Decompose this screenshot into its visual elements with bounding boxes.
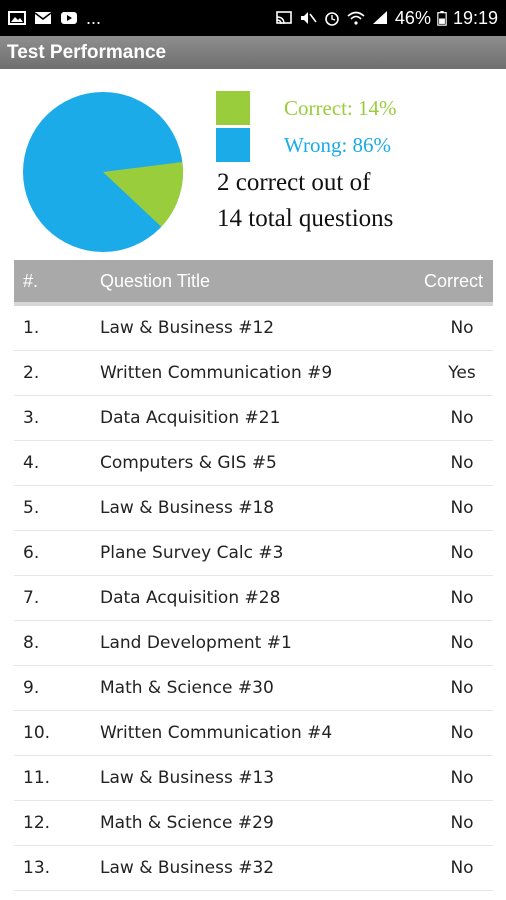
row-question-title: Math & Science #30 <box>100 678 274 698</box>
mail-icon <box>34 12 52 24</box>
table-row[interactable]: 3. Data Acquisition #21 No <box>14 396 493 441</box>
row-question-title: Written Communication #9 <box>100 363 333 383</box>
row-question-title: Law & Business #18 <box>100 498 275 518</box>
battery-icon <box>437 10 447 26</box>
row-number: 10. <box>23 723 51 743</box>
row-number: 9. <box>23 678 40 698</box>
status-bar: ... 46% 19:19 <box>0 0 506 36</box>
cast-icon <box>276 11 292 25</box>
table-row[interactable]: 11. Law & Business #13 No <box>14 756 493 801</box>
row-number: 5. <box>23 498 40 518</box>
results-table: #. Question Title Correct 1. Law & Busine… <box>14 260 493 891</box>
row-number: 12. <box>23 813 51 833</box>
signal-icon <box>372 11 387 24</box>
legend-label-wrong: Wrong: 86% <box>284 132 392 157</box>
table-row[interactable]: 8. Land Development #1 No <box>14 621 493 666</box>
table-row[interactable]: 2. Written Communication #9 Yes <box>14 351 493 396</box>
row-correct-value: No <box>450 813 474 833</box>
app-title-bar: Test Performance <box>0 36 506 69</box>
row-number: 8. <box>23 633 40 653</box>
header-question-title: Question Title <box>100 270 211 291</box>
row-question-title: Law & Business #12 <box>100 318 275 338</box>
page-title: Test Performance <box>7 41 167 63</box>
summary-section: Correct: 14% Wrong: 86% 2 correct out of… <box>0 69 506 259</box>
row-number: 6. <box>23 543 40 563</box>
legend-wrong: Wrong: 86% <box>216 128 391 162</box>
table-row[interactable]: 10. Written Communication #4 No <box>14 711 493 756</box>
row-correct-value: No <box>450 633 474 653</box>
row-number: 1. <box>23 318 40 338</box>
row-question-title: Law & Business #13 <box>100 768 275 788</box>
row-correct-value: No <box>450 318 474 338</box>
table-body: 1. Law & Business #12 No 2. Written Communic… <box>14 306 493 891</box>
table-row[interactable]: 12. Math & Science #29 No <box>14 801 493 846</box>
row-correct-value: No <box>450 678 474 698</box>
battery-percent: 46% <box>394 7 431 28</box>
table-row[interactable]: 5. Law & Business #18 No <box>14 486 493 531</box>
legend-label-correct: Correct: 14% <box>284 95 397 120</box>
table-row[interactable]: 9. Math & Science #30 No <box>14 666 493 711</box>
clock: 19:19 <box>452 7 498 28</box>
row-correct-value: No <box>450 408 474 428</box>
row-correct-value: No <box>450 588 474 608</box>
row-correct-value: No <box>450 723 474 743</box>
row-correct-value: Yes <box>448 363 476 383</box>
row-question-title: Plane Survey Calc #3 <box>100 543 284 563</box>
table-row[interactable]: 7. Data Acquisition #28 No <box>14 576 493 621</box>
legend-swatch-wrong <box>216 128 250 162</box>
results-pie-chart <box>23 92 183 252</box>
row-correct-value: No <box>450 498 474 518</box>
row-question-title: Land Development #1 <box>100 633 292 653</box>
youtube-icon <box>61 12 77 24</box>
row-number: 7. <box>23 588 40 608</box>
more-notifications-indicator: ... <box>86 8 102 28</box>
row-number: 2. <box>23 363 40 383</box>
row-correct-value: No <box>450 543 474 563</box>
summary-line-1: 2 correct out of <box>217 169 371 196</box>
row-number: 4. <box>23 453 40 473</box>
row-question-title: Math & Science #29 <box>100 813 274 833</box>
row-question-title: Law & Business #32 <box>100 858 275 878</box>
row-question-title: Written Communication #4 <box>100 723 333 743</box>
wifi-icon <box>347 11 365 25</box>
gallery-icon <box>8 11 26 25</box>
table-row[interactable]: 13. Law & Business #32 No <box>14 846 493 891</box>
legend-swatch-correct <box>216 91 250 125</box>
row-correct-value: No <box>450 453 474 473</box>
header-number: #. <box>23 270 39 291</box>
summary-line-2: 14 total questions <box>217 205 394 232</box>
row-number: 13. <box>23 858 51 878</box>
row-question-title: Computers & GIS #5 <box>100 453 277 473</box>
row-question-title: Data Acquisition #28 <box>100 588 281 608</box>
row-correct-value: No <box>450 858 474 878</box>
alarm-icon <box>325 12 339 26</box>
table-row[interactable]: 6. Plane Survey Calc #3 No <box>14 531 493 576</box>
row-number: 11. <box>23 768 51 788</box>
row-correct-value: No <box>450 768 474 788</box>
legend-correct: Correct: 14% <box>216 91 397 125</box>
table-row[interactable]: 1. Law & Business #12 No <box>14 306 493 351</box>
table-header: #. Question Title Correct <box>14 260 493 306</box>
header-correct: Correct <box>423 270 483 291</box>
table-row[interactable]: 4. Computers & GIS #5 No <box>14 441 493 486</box>
row-number: 3. <box>23 408 40 428</box>
pie-slice-correct <box>103 161 183 227</box>
row-question-title: Data Acquisition #21 <box>100 408 281 428</box>
mute-icon <box>300 12 317 24</box>
